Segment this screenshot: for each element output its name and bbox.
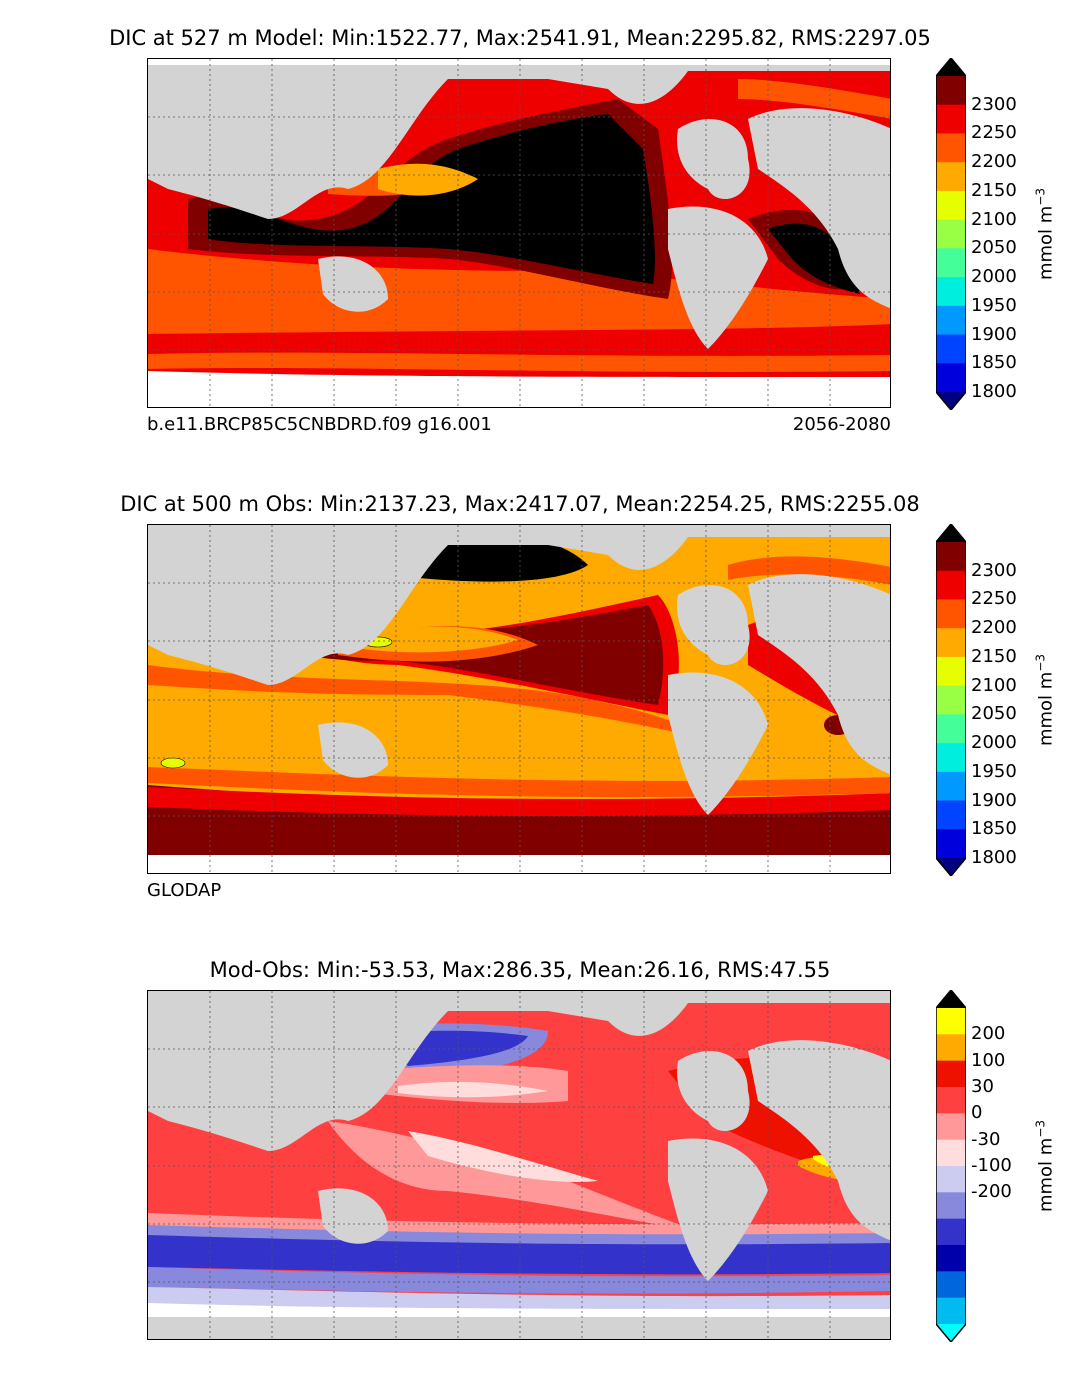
colorbar-tick-label: 2100 — [971, 674, 1017, 696]
colorbar-tick-label: 2150 — [971, 645, 1017, 667]
colorbar-tick-label: 2100 — [971, 208, 1017, 230]
colorbar-swatch — [936, 277, 966, 307]
colorbar-swatch — [936, 248, 966, 278]
colorbar-extend-bottom — [936, 858, 966, 876]
colorbar-tick-label: 1900 — [971, 789, 1017, 811]
colorbar-extend-top — [936, 524, 966, 542]
colorbar-swatch — [936, 542, 966, 572]
colorbar-swatch — [936, 1297, 966, 1325]
obs-colorbar-unit: mmol m−3 — [1033, 653, 1057, 747]
colorbar-swatch — [936, 771, 966, 802]
diff-colorbar-unit: mmol m−3 — [1033, 1119, 1057, 1213]
colorbar-swatch — [936, 219, 966, 249]
model-title: DIC at 527 m Model: Min:1522.77, Max:254… — [109, 26, 931, 50]
colorbar-tick-label: 30 — [971, 1076, 994, 1097]
colorbar-tick-label: 2300 — [971, 93, 1017, 115]
colorbar-tick-label: 1950 — [971, 294, 1017, 316]
model-panel: DIC at 527 m Model: Min:1522.77, Max:254… — [0, 0, 1087, 466]
colorbar-swatch — [936, 800, 966, 830]
colorbar-tick-label: 1950 — [971, 760, 1017, 782]
colorbar-tick-label: -30 — [971, 1128, 1001, 1150]
colorbar-swatch — [936, 305, 966, 336]
colorbar-tick-label: 200 — [971, 1023, 1006, 1045]
model-colorbar-unit: mmol m−3 — [1033, 187, 1057, 281]
model-year-range: 2056-2080 — [792, 414, 891, 435]
diff-colorbar — [936, 990, 966, 1342]
colorbar-tick-label: 2300 — [971, 559, 1017, 581]
colorbar-swatch — [936, 1218, 966, 1246]
colorbar-swatch — [936, 133, 966, 163]
colorbar-swatch — [936, 1034, 966, 1062]
colorbar-swatch — [936, 76, 966, 106]
colorbar-tick-label: 2200 — [971, 151, 1017, 173]
colorbar-swatch — [936, 162, 966, 192]
obs-map — [147, 524, 891, 874]
colorbar-tick-label: 1800 — [971, 847, 1017, 868]
colorbar-tick-label: 2000 — [971, 732, 1017, 754]
colorbar-swatch — [936, 104, 966, 134]
colorbar-swatch — [936, 829, 966, 859]
colorbar-tick-label: 2250 — [971, 588, 1017, 610]
colorbar-tick-label: 2150 — [971, 179, 1017, 201]
colorbar-swatch — [936, 1139, 966, 1167]
colorbar-tick-label: 1900 — [971, 323, 1017, 345]
model-colorbar — [936, 58, 966, 410]
obs-source: GLODAP — [147, 880, 222, 901]
model-map — [147, 58, 891, 408]
obs-panel: DIC at 500 m Obs: Min:2137.23, Max:2417.… — [0, 466, 1087, 932]
colorbar-tick-label: 1850 — [971, 352, 1017, 374]
colorbar-swatch — [936, 1060, 966, 1088]
colorbar-tick-label: 2200 — [971, 617, 1017, 639]
colorbar-swatch — [936, 1008, 966, 1035]
colorbar-swatch — [936, 190, 966, 221]
model-case-name: b.e11.BRCP85C5CNBDRD.f09 g16.001 — [147, 414, 492, 435]
diff-title: Mod-Obs: Min:-53.53, Max:286.35, Mean:26… — [209, 958, 831, 982]
colorbar-swatch — [936, 599, 966, 629]
colorbar-tick-label: 2050 — [971, 703, 1017, 725]
diff-panel: Mod-Obs: Min:-53.53, Max:286.35, Mean:26… — [0, 932, 1087, 1398]
colorbar-swatch — [936, 1166, 966, 1193]
obs-title: DIC at 500 m Obs: Min:2137.23, Max:2417.… — [120, 492, 920, 516]
colorbar-tick-label: 0 — [971, 1102, 983, 1124]
colorbar-tick-label: 1850 — [971, 818, 1017, 840]
colorbar-swatch — [936, 334, 966, 364]
colorbar-swatch — [936, 656, 966, 687]
colorbar-swatch — [936, 1113, 966, 1141]
colorbar-swatch — [936, 1192, 966, 1220]
colorbar-tick-label: 2050 — [971, 237, 1017, 259]
colorbar-swatch — [936, 685, 966, 715]
colorbar-swatch — [936, 570, 966, 600]
colorbar-tick-label: 2000 — [971, 266, 1017, 288]
colorbar-extend-bottom — [936, 392, 966, 410]
colorbar-swatch — [936, 1271, 966, 1299]
colorbar-swatch — [936, 714, 966, 744]
colorbar-extend-bottom — [936, 1324, 966, 1342]
obs-colorbar — [936, 524, 966, 876]
colorbar-swatch — [936, 628, 966, 658]
colorbar-tick-label: 2250 — [971, 122, 1017, 144]
colorbar-swatch — [936, 743, 966, 773]
colorbar-swatch — [936, 363, 966, 393]
colorbar-extend-top — [936, 58, 966, 76]
colorbar-tick-label: -200 — [971, 1181, 1012, 1203]
colorbar-tick-label: 100 — [971, 1049, 1006, 1071]
colorbar-tick-label: -100 — [971, 1155, 1012, 1176]
colorbar-swatch — [936, 1087, 966, 1114]
diff-map — [147, 990, 891, 1340]
colorbar-tick-label: 1800 — [971, 381, 1017, 402]
colorbar-swatch — [936, 1245, 966, 1272]
colorbar-extend-top — [936, 990, 966, 1008]
